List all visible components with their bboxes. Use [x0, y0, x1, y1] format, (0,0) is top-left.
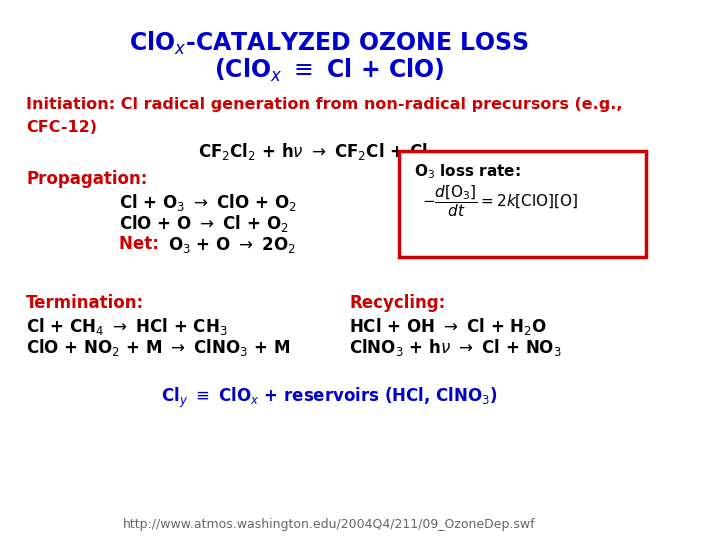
Text: $-\dfrac{d[\mathrm{O_3}]}{dt} = 2k[\mathrm{ClO}][\mathrm{O}]$: $-\dfrac{d[\mathrm{O_3}]}{dt} = 2k[\math… — [422, 184, 578, 219]
Text: Cl + CH$_4$ $\rightarrow$ HCl + CH$_3$: Cl + CH$_4$ $\rightarrow$ HCl + CH$_3$ — [27, 316, 228, 337]
Text: Net:: Net: — [119, 235, 164, 253]
Text: O$_3$ loss rate:: O$_3$ loss rate: — [414, 162, 521, 181]
Text: ClO + NO$_2$ + M $\rightarrow$ ClNO$_3$ + M: ClO + NO$_2$ + M $\rightarrow$ ClNO$_3$ … — [27, 338, 291, 359]
FancyBboxPatch shape — [399, 151, 646, 256]
Text: Initiation: Cl radical generation from non-radical precursors (e.g.,: Initiation: Cl radical generation from n… — [27, 97, 623, 112]
Text: CFC-12): CFC-12) — [27, 120, 97, 135]
Text: http://www.atmos.washington.edu/2004Q4/211/09_OzoneDep.swf: http://www.atmos.washington.edu/2004Q4/2… — [123, 518, 536, 531]
Text: Recycling:: Recycling: — [349, 294, 446, 312]
Text: ClO + O $\rightarrow$ Cl + O$_2$: ClO + O $\rightarrow$ Cl + O$_2$ — [119, 213, 288, 234]
Text: Termination:: Termination: — [27, 294, 145, 312]
Text: ClNO$_3$ + h$\nu$ $\rightarrow$ Cl + NO$_3$: ClNO$_3$ + h$\nu$ $\rightarrow$ Cl + NO$… — [349, 338, 562, 359]
Text: Cl$_y$ $\equiv$ ClO$_x$ + reservoirs (HCl, ClNO$_3$): Cl$_y$ $\equiv$ ClO$_x$ + reservoirs (HC… — [161, 386, 498, 410]
Text: Propagation:: Propagation: — [27, 170, 148, 188]
Text: Cl + O$_3$ $\rightarrow$ ClO + O$_2$: Cl + O$_3$ $\rightarrow$ ClO + O$_2$ — [119, 192, 297, 213]
Text: O$_3$ + O $\rightarrow$ 2O$_2$: O$_3$ + O $\rightarrow$ 2O$_2$ — [168, 235, 296, 255]
Text: ClO$_x$-CATALYZED OZONE LOSS: ClO$_x$-CATALYZED OZONE LOSS — [130, 30, 530, 57]
Text: CF$_2$Cl$_2$ + h$\nu$ $\rightarrow$ CF$_2$Cl + Cl: CF$_2$Cl$_2$ + h$\nu$ $\rightarrow$ CF$_… — [198, 141, 428, 163]
Text: (ClO$_x$ $\equiv$ Cl + ClO): (ClO$_x$ $\equiv$ Cl + ClO) — [215, 57, 445, 84]
Text: HCl + OH $\rightarrow$ Cl + H$_2$O: HCl + OH $\rightarrow$ Cl + H$_2$O — [349, 316, 547, 337]
